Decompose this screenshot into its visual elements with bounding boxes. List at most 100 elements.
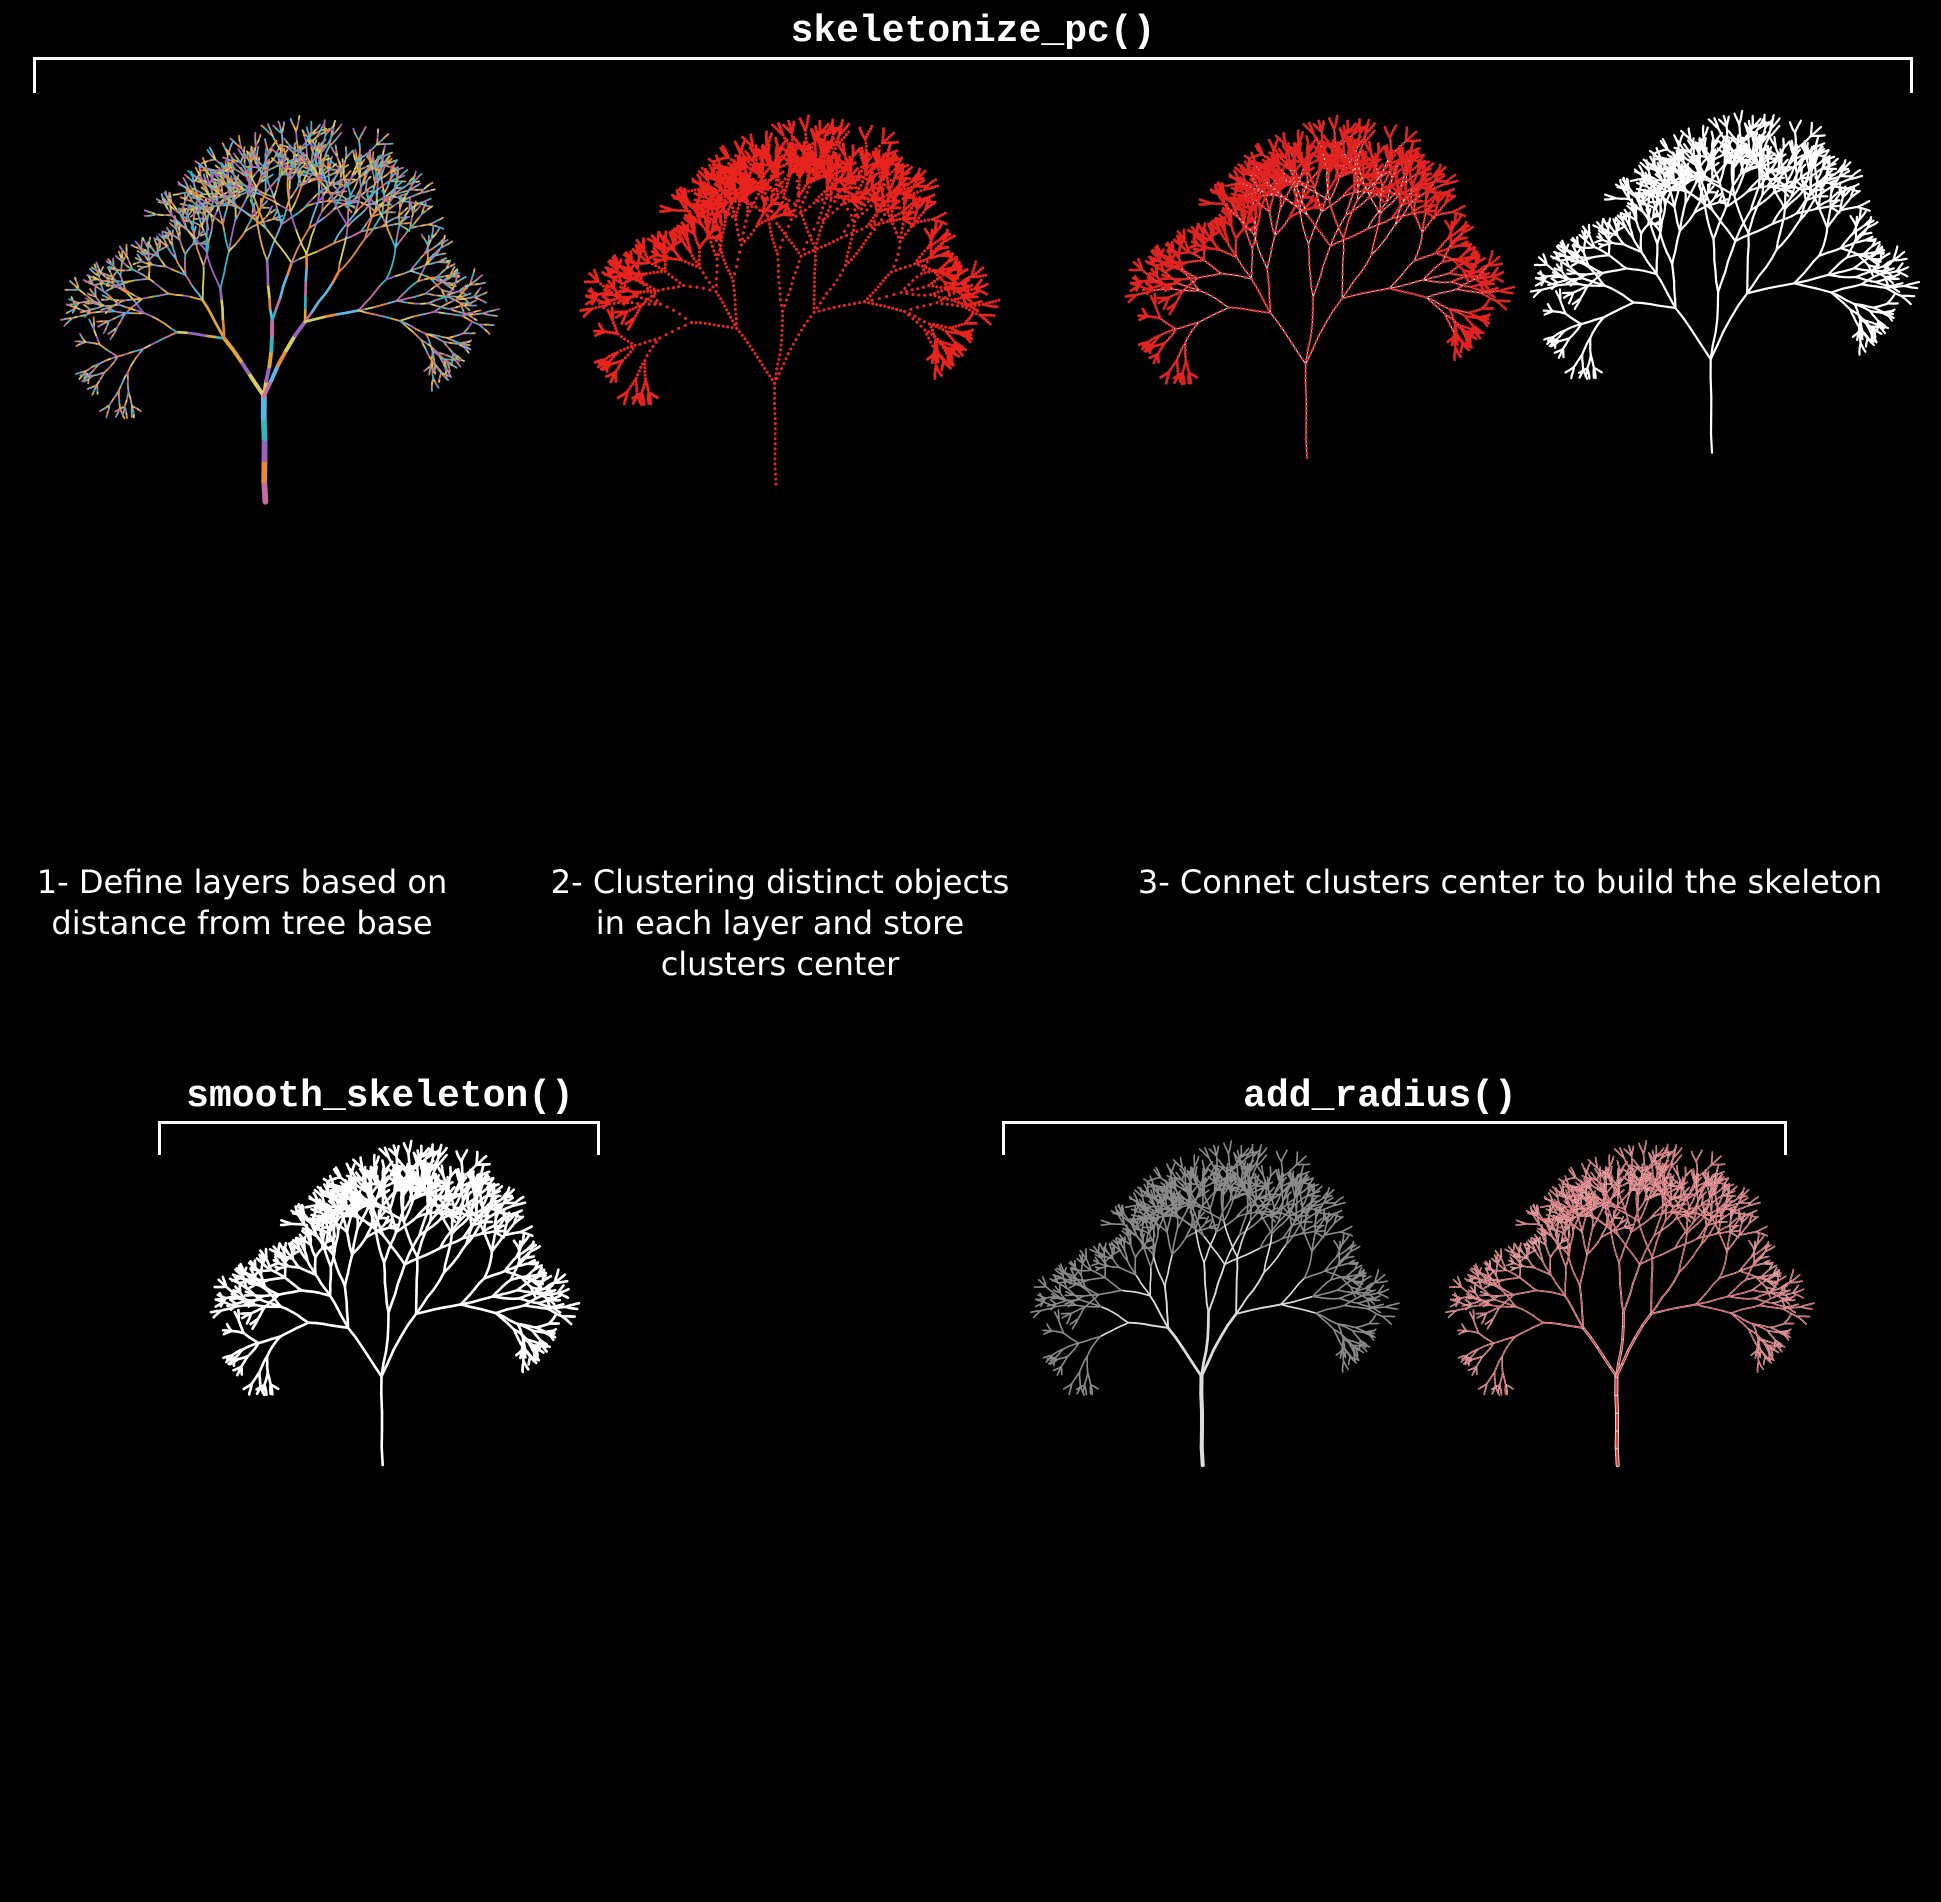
branch-segment (187, 170, 192, 174)
branch-segment (231, 157, 235, 161)
branch-segment (227, 203, 235, 207)
branch-segment (346, 221, 353, 228)
branch-segment (270, 148, 275, 152)
branch-segment (177, 181, 182, 186)
branch-segment (324, 281, 334, 295)
branch-segment (333, 119, 337, 125)
branch-segment (95, 261, 98, 266)
branch-segment (320, 183, 324, 193)
branch-segment (330, 146, 334, 151)
branch-segment (482, 300, 487, 304)
branch-segment (102, 329, 106, 335)
branch-segment (232, 152, 237, 157)
branch-segment (252, 196, 258, 205)
branch-segment (383, 145, 386, 150)
branch-segment (143, 312, 153, 318)
branch-segment (260, 124, 265, 129)
branch-segment (149, 340, 158, 347)
branch-segment (279, 284, 285, 299)
branch-segment (332, 240, 341, 245)
branch-segment (427, 197, 432, 201)
branch-segment (157, 293, 165, 297)
branch-segment (186, 229, 193, 235)
branch-segment (268, 245, 274, 255)
branch-segment (238, 359, 251, 375)
branch-segment (313, 206, 318, 214)
branch-segment (194, 237, 200, 244)
branch-segment (147, 241, 150, 245)
branch-segment (298, 145, 302, 150)
branch-segment (338, 123, 343, 128)
branch-segment (394, 191, 398, 196)
branch-segment (146, 295, 154, 299)
branch-segment (263, 252, 269, 262)
branch-segment (309, 129, 313, 134)
branch-segment (89, 288, 93, 292)
branch-segment (476, 309, 482, 312)
branch-segment (481, 281, 486, 285)
branch-segment (308, 223, 316, 229)
branch-segment (273, 208, 277, 212)
branch-segment (249, 214, 257, 221)
branch-segment (343, 234, 348, 246)
branch-segment (169, 219, 173, 222)
branch-segment (276, 348, 289, 368)
branch-segment (365, 225, 370, 235)
branch-segment (483, 291, 488, 295)
branch-segment (280, 220, 288, 226)
branch-segment (303, 166, 307, 169)
branch-segment (101, 294, 105, 297)
branch-segment (262, 221, 268, 230)
branch-segment (331, 271, 340, 285)
branch-segment (451, 263, 456, 266)
branch-segment (141, 237, 145, 241)
branch-segment (99, 408, 103, 413)
branch-segment (371, 184, 375, 188)
branch-segment (194, 190, 198, 194)
branch-segment (211, 199, 219, 203)
branch-segment (395, 300, 404, 303)
branch-segment (274, 296, 282, 311)
branch-segment (466, 307, 471, 312)
branch-segment (210, 186, 215, 189)
branch-segment (189, 214, 194, 218)
branch-segment (85, 280, 89, 284)
branch-segment (138, 409, 142, 413)
branch-segment (260, 414, 268, 442)
branch-segment (351, 168, 356, 176)
branch-segment (338, 253, 344, 265)
branch-segment (407, 296, 415, 300)
branch-segment (464, 284, 469, 288)
branch-segment (363, 204, 370, 212)
branch-segment (393, 246, 397, 256)
branch-segment (134, 257, 138, 260)
branch-segment (189, 184, 193, 189)
branch-segment (213, 195, 218, 198)
branch-segment (444, 298, 448, 303)
branch-segment (279, 143, 282, 149)
branch-segment (257, 208, 263, 217)
branch-segment (106, 276, 111, 280)
branch-segment (169, 327, 178, 334)
branch-segment (243, 210, 252, 217)
branch-segment (279, 143, 284, 147)
branch-segment (184, 274, 190, 282)
branch-segment (321, 204, 328, 212)
branch-segment (280, 248, 288, 257)
branch-segment (449, 313, 457, 316)
branch-segment (404, 322, 412, 327)
branch-segment (151, 294, 159, 298)
branch-segment (322, 143, 327, 148)
branch-segment (382, 315, 393, 320)
skeletonize-title: skeletonize_pc() (573, 12, 1373, 52)
branch-segment (219, 161, 223, 166)
branch-segment (270, 234, 278, 244)
branch-segment (295, 210, 302, 216)
branch-segment (105, 414, 108, 419)
branch-segment (90, 266, 95, 270)
branch-segment (137, 268, 141, 271)
branch-segment (325, 127, 331, 132)
branch-segment (350, 217, 357, 224)
branch-segment (261, 378, 274, 399)
branch-segment (223, 265, 227, 275)
